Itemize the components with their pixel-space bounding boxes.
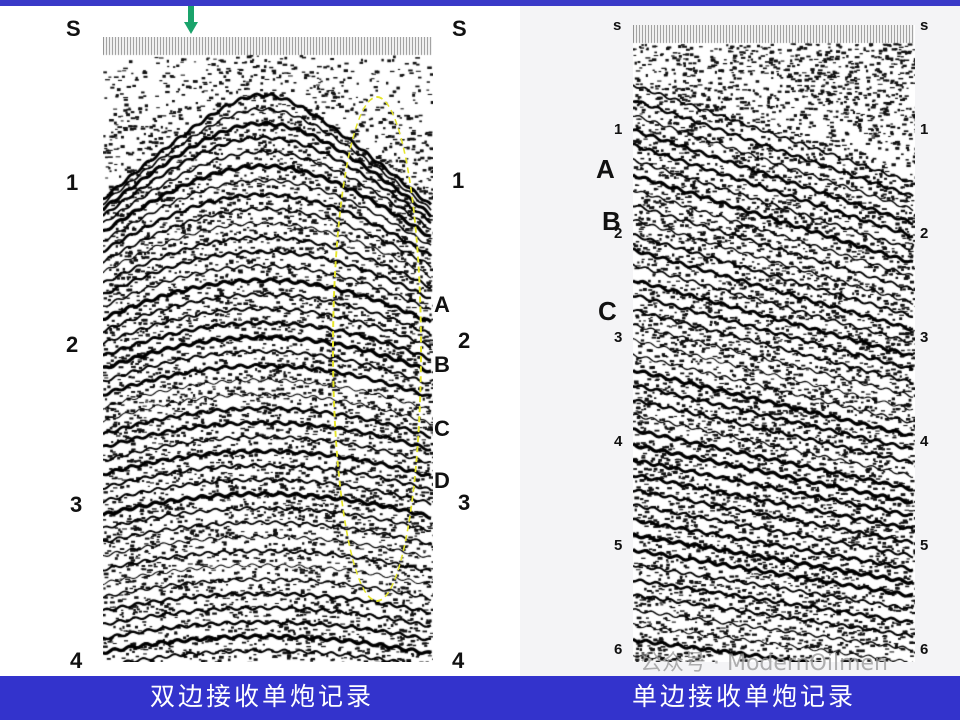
right-panel-right-axis-label: 5	[920, 537, 929, 554]
right-panel-right-axis-label: 4	[920, 433, 929, 450]
right-axis-label: 1	[614, 121, 623, 138]
left-axis-label: 2	[66, 332, 79, 357]
left-axis-label: 1	[66, 170, 79, 195]
right-caption: 单边接收单炮记录	[632, 682, 857, 711]
shot-point-arrow-icon	[184, 6, 198, 34]
event-label-b: B	[434, 352, 450, 377]
left-caption: 双边接收单炮记录	[150, 682, 375, 711]
right-axis-label: 4	[614, 433, 623, 450]
left-panel-right-axis-label: 3	[458, 490, 471, 515]
right-panel-right-axis-label: 3	[920, 329, 929, 346]
left-panel-right-axis-label: 1	[452, 168, 465, 193]
right-panel-right-axis-label: 6	[920, 641, 929, 658]
right-panel-right-axis-label: s	[920, 17, 929, 34]
event-label-a: A	[434, 292, 450, 317]
left-panel-right-axis-label: 4	[452, 648, 465, 673]
event-label-b: B	[602, 206, 621, 236]
event-label-a: A	[596, 154, 615, 184]
right-panel-right-axis-label: 2	[920, 225, 929, 242]
left-panel-right-axis-label: S	[452, 16, 467, 41]
top-bar	[0, 0, 960, 6]
right-axis-label: 6	[614, 641, 623, 658]
event-label-c: C	[434, 416, 450, 441]
caption-bar	[0, 676, 960, 720]
right-panel-right-axis-label: 1	[920, 121, 929, 138]
right-axis-label: 2	[614, 225, 623, 242]
event-label-d: D	[434, 468, 450, 493]
right-axis-label: 5	[614, 537, 623, 554]
watermark: 公众号 · ModernOilmen	[640, 651, 888, 676]
right-axis-label: 3	[614, 329, 623, 346]
event-label-c: C	[598, 296, 617, 326]
left-axis-label: 3	[70, 492, 83, 517]
left-axis-label: 4	[70, 648, 83, 673]
one-sided-shot-record-image	[633, 25, 915, 662]
left-panel-right-axis-label: 2	[458, 328, 471, 353]
highlight-ellipse	[332, 96, 422, 602]
left-axis-label: S	[66, 16, 81, 41]
right-axis-label: s	[613, 17, 622, 34]
